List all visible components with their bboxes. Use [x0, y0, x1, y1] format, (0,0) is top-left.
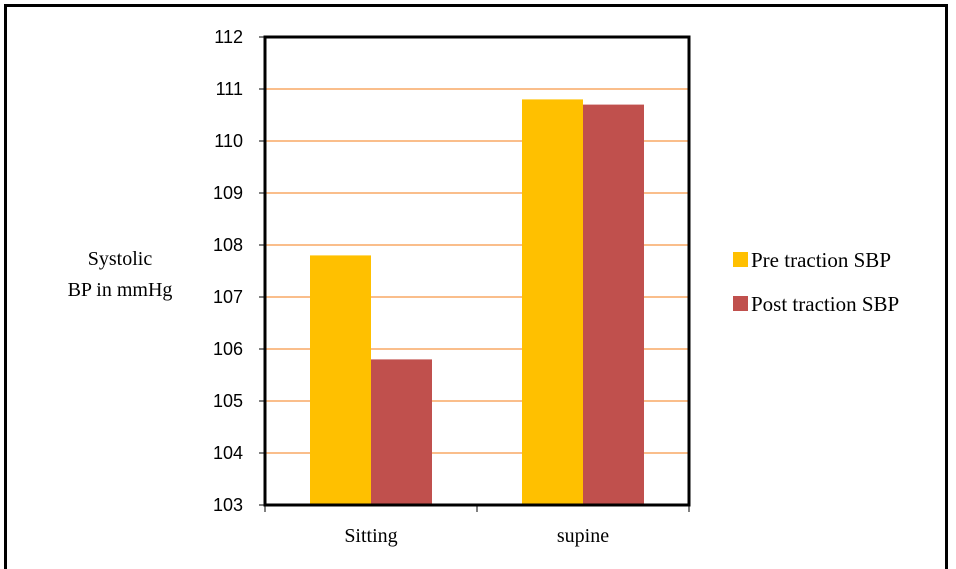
y-axis-ticks: 103 104 105 106 107 108 109 110 111 112	[213, 27, 265, 515]
chart-frame	[4, 4, 948, 569]
x-axis-ticks: Sitting supine	[264, 505, 690, 547]
x-tick-label: Sitting	[344, 525, 397, 547]
legend-label: Post traction SBP	[751, 292, 899, 316]
bar-pre-traction-sbp-supine	[522, 99, 583, 506]
legend: Pre traction SBP Post traction SBP	[733, 248, 899, 316]
y-tick-label: 112	[214, 27, 243, 47]
y-tick-label: 111	[216, 79, 243, 99]
y-tick-label: 108	[213, 235, 243, 255]
bar-post-traction-sbp-sitting	[371, 359, 432, 505]
y-axis-label-line-1: Systolic	[88, 248, 153, 270]
bar-post-traction-sbp-supine	[583, 104, 644, 505]
legend-swatch	[733, 296, 748, 311]
x-tick-label: supine	[557, 525, 609, 547]
bar-pre-traction-sbp-sitting	[310, 255, 371, 505]
y-axis-label-line-2: BP in mmHg	[68, 279, 173, 301]
legend-swatch	[733, 252, 748, 267]
legend-label: Pre traction SBP	[751, 248, 891, 272]
bars	[310, 99, 644, 506]
y-tick-label: 107	[213, 287, 243, 307]
y-tick-label: 109	[213, 183, 243, 203]
y-tick-label: 110	[214, 131, 243, 151]
y-tick-label: 106	[213, 339, 243, 359]
y-tick-label: 105	[213, 391, 243, 411]
y-tick-label: 103	[213, 495, 243, 515]
y-tick-label: 104	[213, 443, 243, 463]
